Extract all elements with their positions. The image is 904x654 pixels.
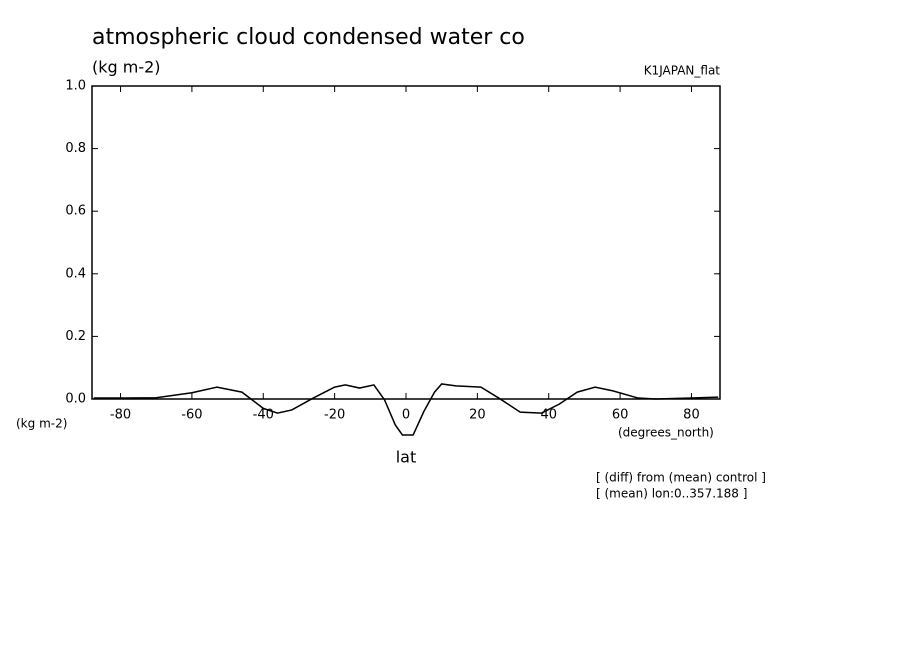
plot-frame: [91, 85, 721, 400]
y-tick-label: 1.0: [65, 79, 86, 94]
y-tick-label: 0.4: [65, 266, 86, 281]
x-tick-label: 60: [612, 408, 629, 423]
chart-title: atmospheric cloud condensed water co: [92, 25, 525, 50]
note: [ (mean) lon:0..357.188 ]: [596, 487, 747, 501]
x-unit-label: (degrees_north): [618, 426, 714, 440]
x-tick-label: -20: [324, 408, 345, 423]
x-tick-label: 80: [683, 408, 700, 423]
x-tick-label: -40: [253, 408, 274, 423]
chart-subtitle: (kg m-2): [92, 58, 161, 77]
x-tick-label: -60: [181, 408, 202, 423]
x-tick-label: -80: [110, 408, 131, 423]
x-axis-label: lat: [396, 448, 417, 467]
y-tick-label: 0.8: [65, 141, 86, 156]
run-label: K1JAPAN_flat: [644, 64, 721, 78]
y-tick-label: 0.6: [65, 204, 86, 219]
y-tick-label: 0.2: [65, 329, 86, 344]
y-tick-label: 0.0: [65, 392, 86, 407]
x-tick-label: 0: [402, 408, 410, 423]
x-tick-label: 20: [469, 408, 486, 423]
y-unit-label: (kg m-2): [16, 417, 67, 431]
note: [ (diff) from (mean) control ]: [596, 471, 766, 485]
data-line: [93, 383, 719, 436]
